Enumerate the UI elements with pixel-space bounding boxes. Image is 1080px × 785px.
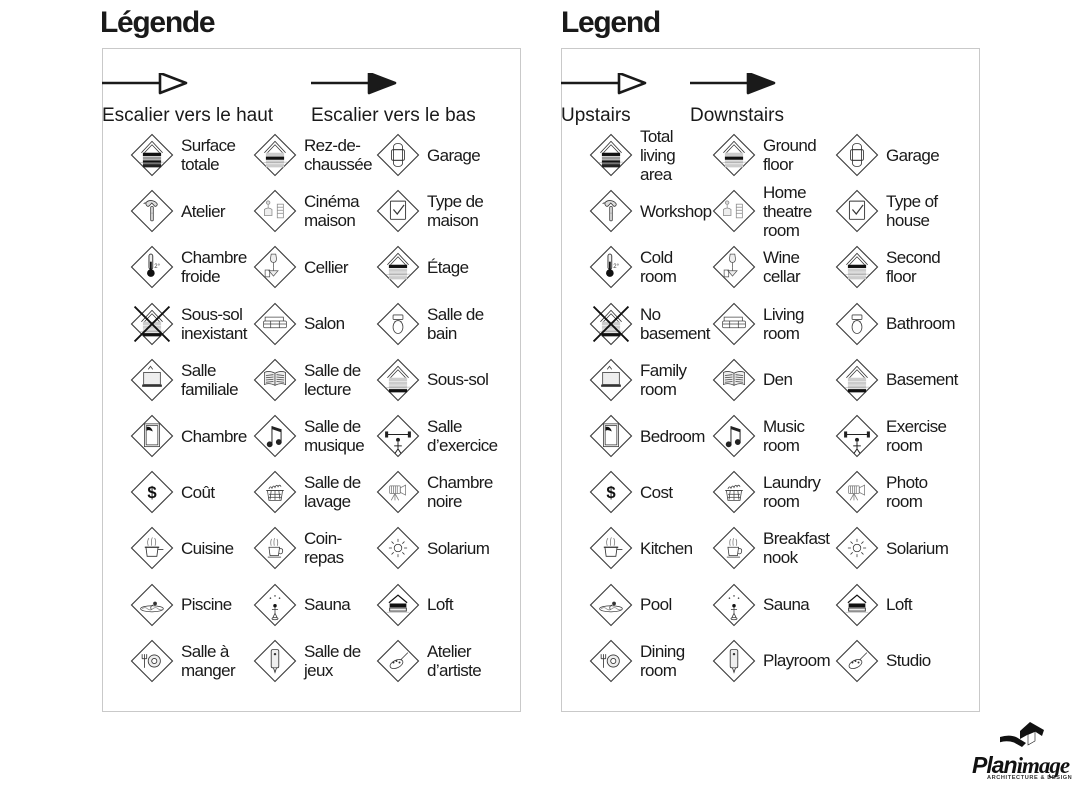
svg-text:$: $: [606, 483, 616, 502]
svg-text:2°: 2°: [154, 264, 160, 270]
svg-text:2°: 2°: [613, 264, 619, 270]
svg-text:$: $: [147, 483, 157, 502]
